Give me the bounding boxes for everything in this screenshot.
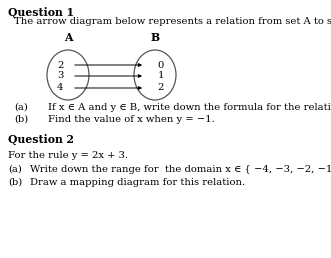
- Text: Write down the range for  the domain x ∈ { −4, −3, −2, −1, 0}.: Write down the range for the domain x ∈ …: [30, 165, 331, 174]
- Text: A: A: [64, 32, 72, 43]
- Text: (b): (b): [14, 115, 28, 124]
- Text: 3: 3: [57, 71, 63, 80]
- Text: B: B: [150, 32, 160, 43]
- Text: Find the value of x when y = −1.: Find the value of x when y = −1.: [48, 115, 215, 124]
- Text: Question 1: Question 1: [8, 7, 74, 18]
- Text: 4: 4: [57, 84, 63, 93]
- Text: 0: 0: [158, 60, 164, 69]
- Text: (a): (a): [8, 165, 22, 174]
- Text: Draw a mapping diagram for this relation.: Draw a mapping diagram for this relation…: [30, 178, 245, 187]
- Text: If x ∈ A and y ∈ B, write down the formula for the relation.: If x ∈ A and y ∈ B, write down the formu…: [48, 103, 331, 112]
- Text: (b): (b): [8, 178, 22, 187]
- Text: The arrow diagram below represents a relation from set A to set B.: The arrow diagram below represents a rel…: [14, 17, 331, 26]
- Text: (a): (a): [14, 103, 28, 112]
- Text: 2: 2: [158, 84, 164, 93]
- Text: 2: 2: [57, 60, 63, 69]
- Text: For the rule y = 2x + 3.: For the rule y = 2x + 3.: [8, 151, 128, 160]
- Text: 1: 1: [158, 71, 164, 80]
- Text: Question 2: Question 2: [8, 134, 74, 145]
